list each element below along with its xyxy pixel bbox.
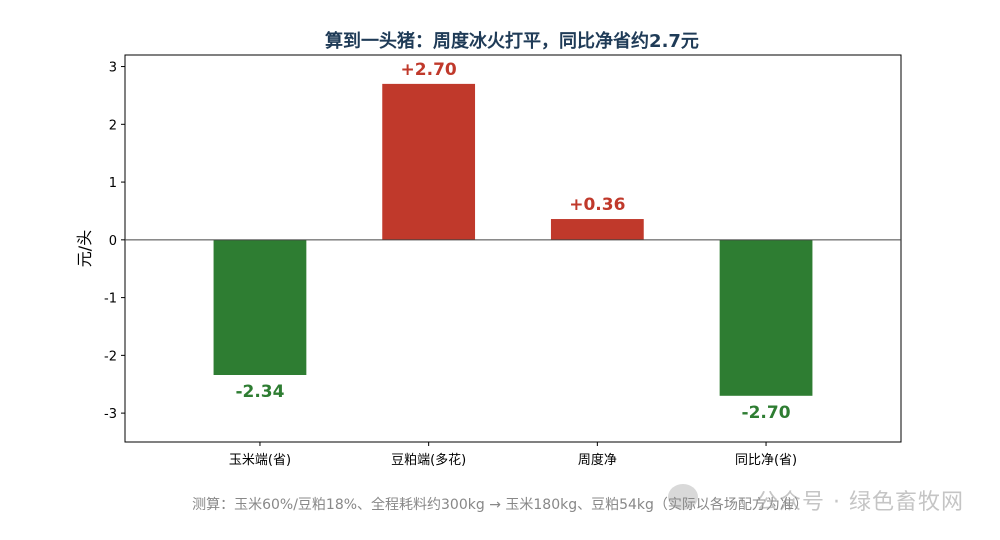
bar-value-label-0: -2.34 [235, 382, 284, 402]
x-tick-label-1: 豆粕端(多花) [391, 452, 466, 468]
plot-frame [124, 54, 902, 443]
bar-value-label-3: -2.70 [742, 403, 791, 423]
bar-2 [550, 219, 644, 240]
bar-1 [382, 83, 476, 240]
bar-3 [719, 239, 813, 396]
y-tick-label-2: -1 [104, 292, 117, 307]
bars-group [213, 83, 813, 396]
y-tick-label-4: 1 [109, 176, 117, 191]
y-tick-label-0: -3 [104, 407, 117, 422]
y-tick-label-5: 2 [109, 118, 117, 133]
x-tick-label-3: 同比净(省) [735, 453, 797, 468]
y-axis-label: 元/头 [75, 230, 94, 267]
value-labels-group: -2.34 +2.70 +0.36 -2.70 [235, 60, 790, 423]
y-tick-label-3: 0 [109, 234, 117, 249]
x-axis-ticks: 玉米端(省) 豆粕端(多花) 周度净 同比净(省) [229, 442, 797, 468]
x-tick-label-2: 周度净 [578, 452, 617, 468]
footnote: 测算：玉米60%/豆粕18%、全程耗料约300kg → 玉米180kg、豆粕54… [192, 497, 808, 513]
y-tick-label-6: 3 [109, 61, 117, 76]
y-axis-ticks: -3 -2 -1 0 1 2 3 [104, 61, 125, 422]
x-tick-label-0: 玉米端(省) [229, 453, 291, 468]
y-tick-label-1: -2 [104, 349, 117, 364]
bar-value-label-1: +2.70 [401, 60, 457, 80]
chart-title: 算到一头猪：周度冰火打平，同比净省约2.7元 [325, 30, 699, 52]
bar-value-label-2: +0.36 [569, 195, 625, 215]
bar-0 [213, 239, 307, 375]
watermark-text: 公众号 · 绿色畜牧网 [756, 490, 964, 515]
watermark-logo-icon [668, 484, 698, 510]
